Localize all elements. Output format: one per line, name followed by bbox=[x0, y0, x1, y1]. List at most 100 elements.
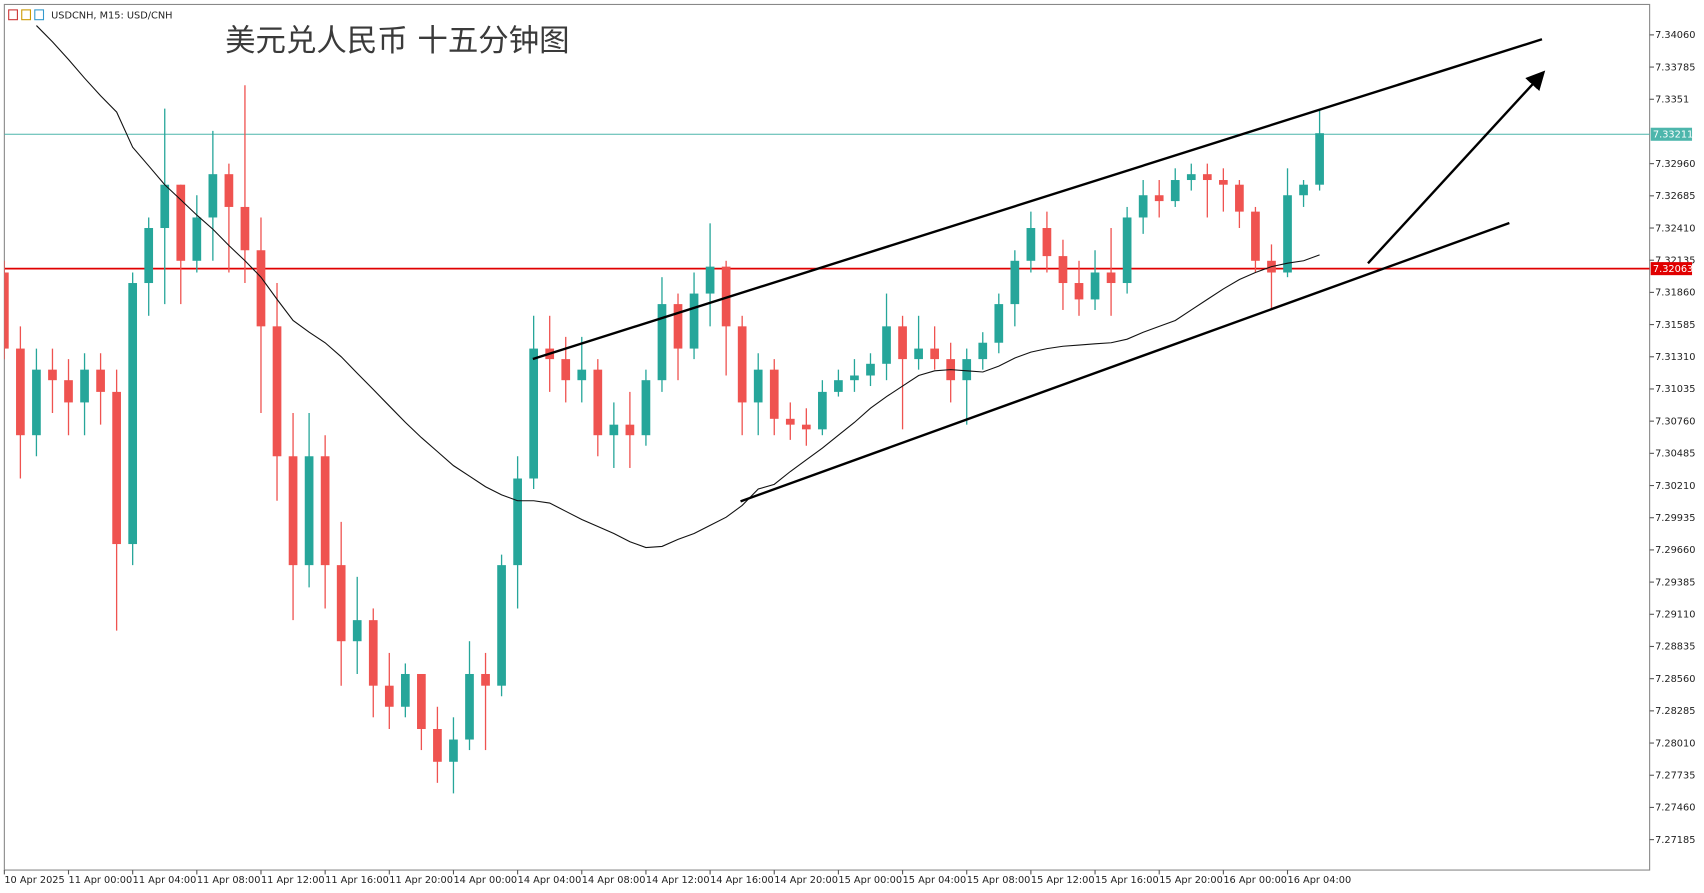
candle-body bbox=[64, 380, 73, 403]
trend-lines bbox=[532, 38, 1546, 503]
x-tick-label: 10 Apr 2025 bbox=[4, 875, 64, 886]
x-tick-label: 15 Apr 16:00 bbox=[1095, 875, 1159, 886]
candle-body bbox=[417, 673, 426, 730]
candle-body bbox=[16, 348, 25, 436]
candle-body bbox=[785, 418, 795, 425]
candle-body bbox=[1235, 184, 1244, 212]
icon bbox=[8, 9, 18, 21]
x-tick-label: 14 Apr 20:00 bbox=[774, 875, 838, 886]
x-tick-label: 11 Apr 16:00 bbox=[325, 875, 389, 886]
candle-body bbox=[384, 685, 394, 707]
y-tick-label: 7.28560 bbox=[1655, 674, 1695, 685]
x-tick-label: 14 Apr 04:00 bbox=[518, 875, 582, 886]
y-tick-label: 7.30760 bbox=[1655, 416, 1695, 427]
plot bbox=[4, 25, 1650, 794]
candle-body bbox=[1186, 174, 1196, 181]
candle-body bbox=[962, 359, 972, 381]
icon bbox=[34, 9, 45, 21]
candle-body bbox=[1026, 228, 1036, 261]
y-tick-label: 7.27460 bbox=[1655, 803, 1695, 814]
candle-body bbox=[208, 174, 218, 218]
candle-body bbox=[192, 217, 202, 261]
y-tick-label: 7.32960 bbox=[1655, 159, 1695, 170]
y-tick-label: 7.27735 bbox=[1655, 771, 1695, 782]
price-label-box bbox=[1650, 127, 1693, 141]
y-tick-label: 7.29110 bbox=[1655, 610, 1695, 621]
x-tick-label: 11 Apr 00:00 bbox=[69, 875, 133, 886]
x-tick-label: 11 Apr 20:00 bbox=[389, 875, 453, 886]
candle-body bbox=[288, 456, 298, 566]
x-tick-label: 15 Apr 00:00 bbox=[838, 875, 902, 886]
chart-title: 美元兑人民币 十五分钟图 bbox=[225, 24, 569, 59]
x-tick-label: 14 Apr 12:00 bbox=[646, 875, 710, 886]
trend-line bbox=[532, 38, 1543, 361]
icon bbox=[21, 9, 31, 21]
candle-body bbox=[994, 304, 1004, 343]
trend-line bbox=[740, 221, 1510, 503]
candle-body bbox=[930, 348, 939, 360]
candle-body bbox=[32, 369, 41, 436]
y-tick-label: 7.30210 bbox=[1655, 481, 1695, 492]
y-tick-label: 7.27185 bbox=[1655, 835, 1695, 846]
candle-body bbox=[850, 375, 859, 381]
x-tick-label: 15 Apr 04:00 bbox=[903, 875, 967, 886]
candle-body bbox=[336, 565, 346, 642]
x-tick-label: 15 Apr 08:00 bbox=[967, 875, 1031, 886]
candle-body bbox=[866, 363, 875, 376]
y-tick-label: 7.30485 bbox=[1655, 449, 1695, 460]
candle-body bbox=[561, 359, 571, 381]
candle-body bbox=[657, 304, 667, 381]
candle-body bbox=[593, 369, 603, 436]
x-tick-label: 14 Apr 08:00 bbox=[582, 875, 646, 886]
moving-average bbox=[36, 25, 1320, 549]
candle-body bbox=[577, 369, 587, 381]
candle-body bbox=[272, 326, 282, 457]
candle-body bbox=[737, 326, 747, 403]
candle-body bbox=[1058, 256, 1068, 284]
candle-body bbox=[352, 620, 362, 642]
candle-body bbox=[513, 478, 522, 566]
candle-body bbox=[705, 266, 715, 294]
candle-body bbox=[1074, 283, 1084, 300]
x-tick-label: 11 Apr 04:00 bbox=[133, 875, 197, 886]
y-tick-label: 7.33785 bbox=[1655, 62, 1695, 73]
y-tick-label: 7.28835 bbox=[1655, 642, 1695, 653]
candle-body bbox=[96, 369, 105, 392]
x-tick-label: 16 Apr 04:00 bbox=[1288, 875, 1352, 886]
candle-body bbox=[1251, 211, 1260, 261]
x-tick-label: 16 Apr 00:00 bbox=[1223, 875, 1287, 886]
candle-body bbox=[689, 293, 699, 349]
candle-body bbox=[609, 424, 619, 436]
price-label: 7.32063 bbox=[1653, 264, 1693, 275]
candle-body bbox=[400, 673, 410, 707]
y-tick-label: 7.29385 bbox=[1655, 577, 1695, 588]
candle-body bbox=[914, 348, 923, 360]
candle-body bbox=[898, 326, 907, 360]
candle-body bbox=[48, 369, 57, 381]
candle-body bbox=[433, 729, 442, 762]
candle-body bbox=[834, 380, 843, 392]
candle-body bbox=[529, 348, 539, 479]
candle-body bbox=[176, 184, 186, 261]
candle-body bbox=[128, 283, 138, 545]
candle-body bbox=[1122, 217, 1132, 284]
candle-body bbox=[368, 620, 378, 686]
candle-body bbox=[497, 565, 506, 686]
candle-body bbox=[256, 250, 266, 327]
candle-body bbox=[801, 424, 811, 430]
x-tick-label: 15 Apr 20:00 bbox=[1159, 875, 1223, 886]
candle-body bbox=[1170, 180, 1180, 202]
y-tick-label: 7.32410 bbox=[1655, 223, 1695, 234]
y-tick-label: 7.31035 bbox=[1655, 384, 1695, 395]
candle-body bbox=[818, 391, 827, 430]
y-tick-label: 7.28285 bbox=[1655, 706, 1695, 717]
candle-body bbox=[481, 673, 490, 686]
candle-body bbox=[4, 272, 9, 349]
candle-body bbox=[449, 739, 458, 762]
candle-body bbox=[641, 380, 651, 436]
candle-body bbox=[240, 206, 250, 251]
candle-body bbox=[753, 369, 763, 403]
candle-body bbox=[1042, 228, 1052, 257]
chart-header: USDCNH, M15: USD/CNH bbox=[51, 11, 172, 22]
